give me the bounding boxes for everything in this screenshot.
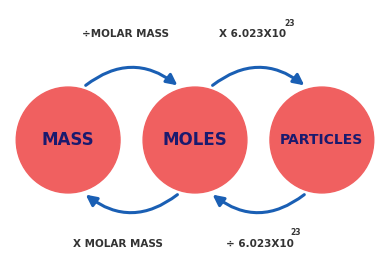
Text: ÷MOLAR MASS: ÷MOLAR MASS bbox=[82, 29, 169, 39]
Text: 23: 23 bbox=[290, 228, 301, 237]
Text: X 6.023X10: X 6.023X10 bbox=[219, 29, 286, 39]
Text: MASS: MASS bbox=[42, 131, 94, 149]
Circle shape bbox=[270, 87, 374, 193]
Text: MOLES: MOLES bbox=[163, 131, 227, 149]
Circle shape bbox=[143, 87, 247, 193]
Text: PARTICLES: PARTICLES bbox=[280, 133, 363, 147]
Text: X MOLAR MASS: X MOLAR MASS bbox=[73, 239, 163, 249]
Circle shape bbox=[16, 87, 120, 193]
Text: 23: 23 bbox=[284, 19, 295, 28]
Text: ÷ 6.023X10: ÷ 6.023X10 bbox=[227, 239, 294, 249]
